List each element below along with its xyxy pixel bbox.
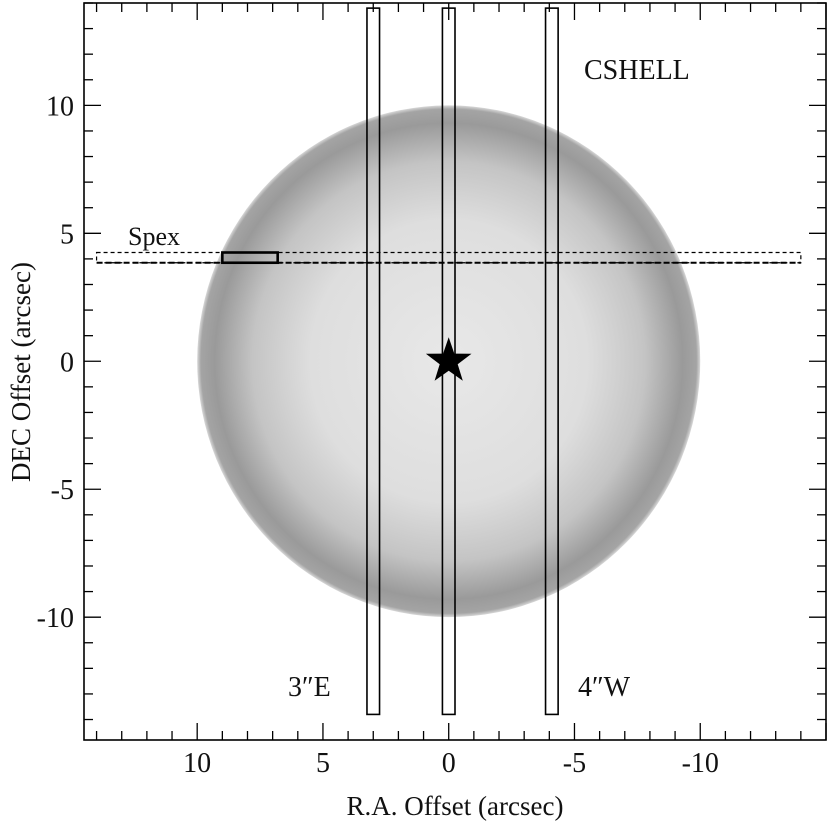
y-tick-label: 10 <box>46 91 74 122</box>
y-tick-label: 0 <box>60 347 74 378</box>
annotation-3e: 3″E <box>288 672 331 703</box>
annotation-spex: Spex <box>128 222 180 251</box>
x-tick-label: -5 <box>563 748 586 779</box>
y-tick-label: -10 <box>37 603 74 634</box>
spex-aperture <box>221 251 279 265</box>
annotation-cshell: CSHELL <box>584 55 690 86</box>
star-marker <box>425 337 472 381</box>
annotation-4w: 4″W <box>578 672 631 703</box>
x-axis-label: R.A. Offset (arcsec) <box>347 791 564 821</box>
x-tick-label: 10 <box>183 748 211 779</box>
x-tick-label: 0 <box>442 748 456 779</box>
plot-frame <box>83 2 827 741</box>
y-tick-label: -5 <box>51 475 74 506</box>
x-tick-label: -10 <box>682 748 719 779</box>
y-axis-label: DEC Offset (arcsec) <box>6 262 36 482</box>
cshell-slit-2 <box>544 7 559 716</box>
y-tick-label: 5 <box>60 219 74 250</box>
x-tick-label: 5 <box>316 748 330 779</box>
